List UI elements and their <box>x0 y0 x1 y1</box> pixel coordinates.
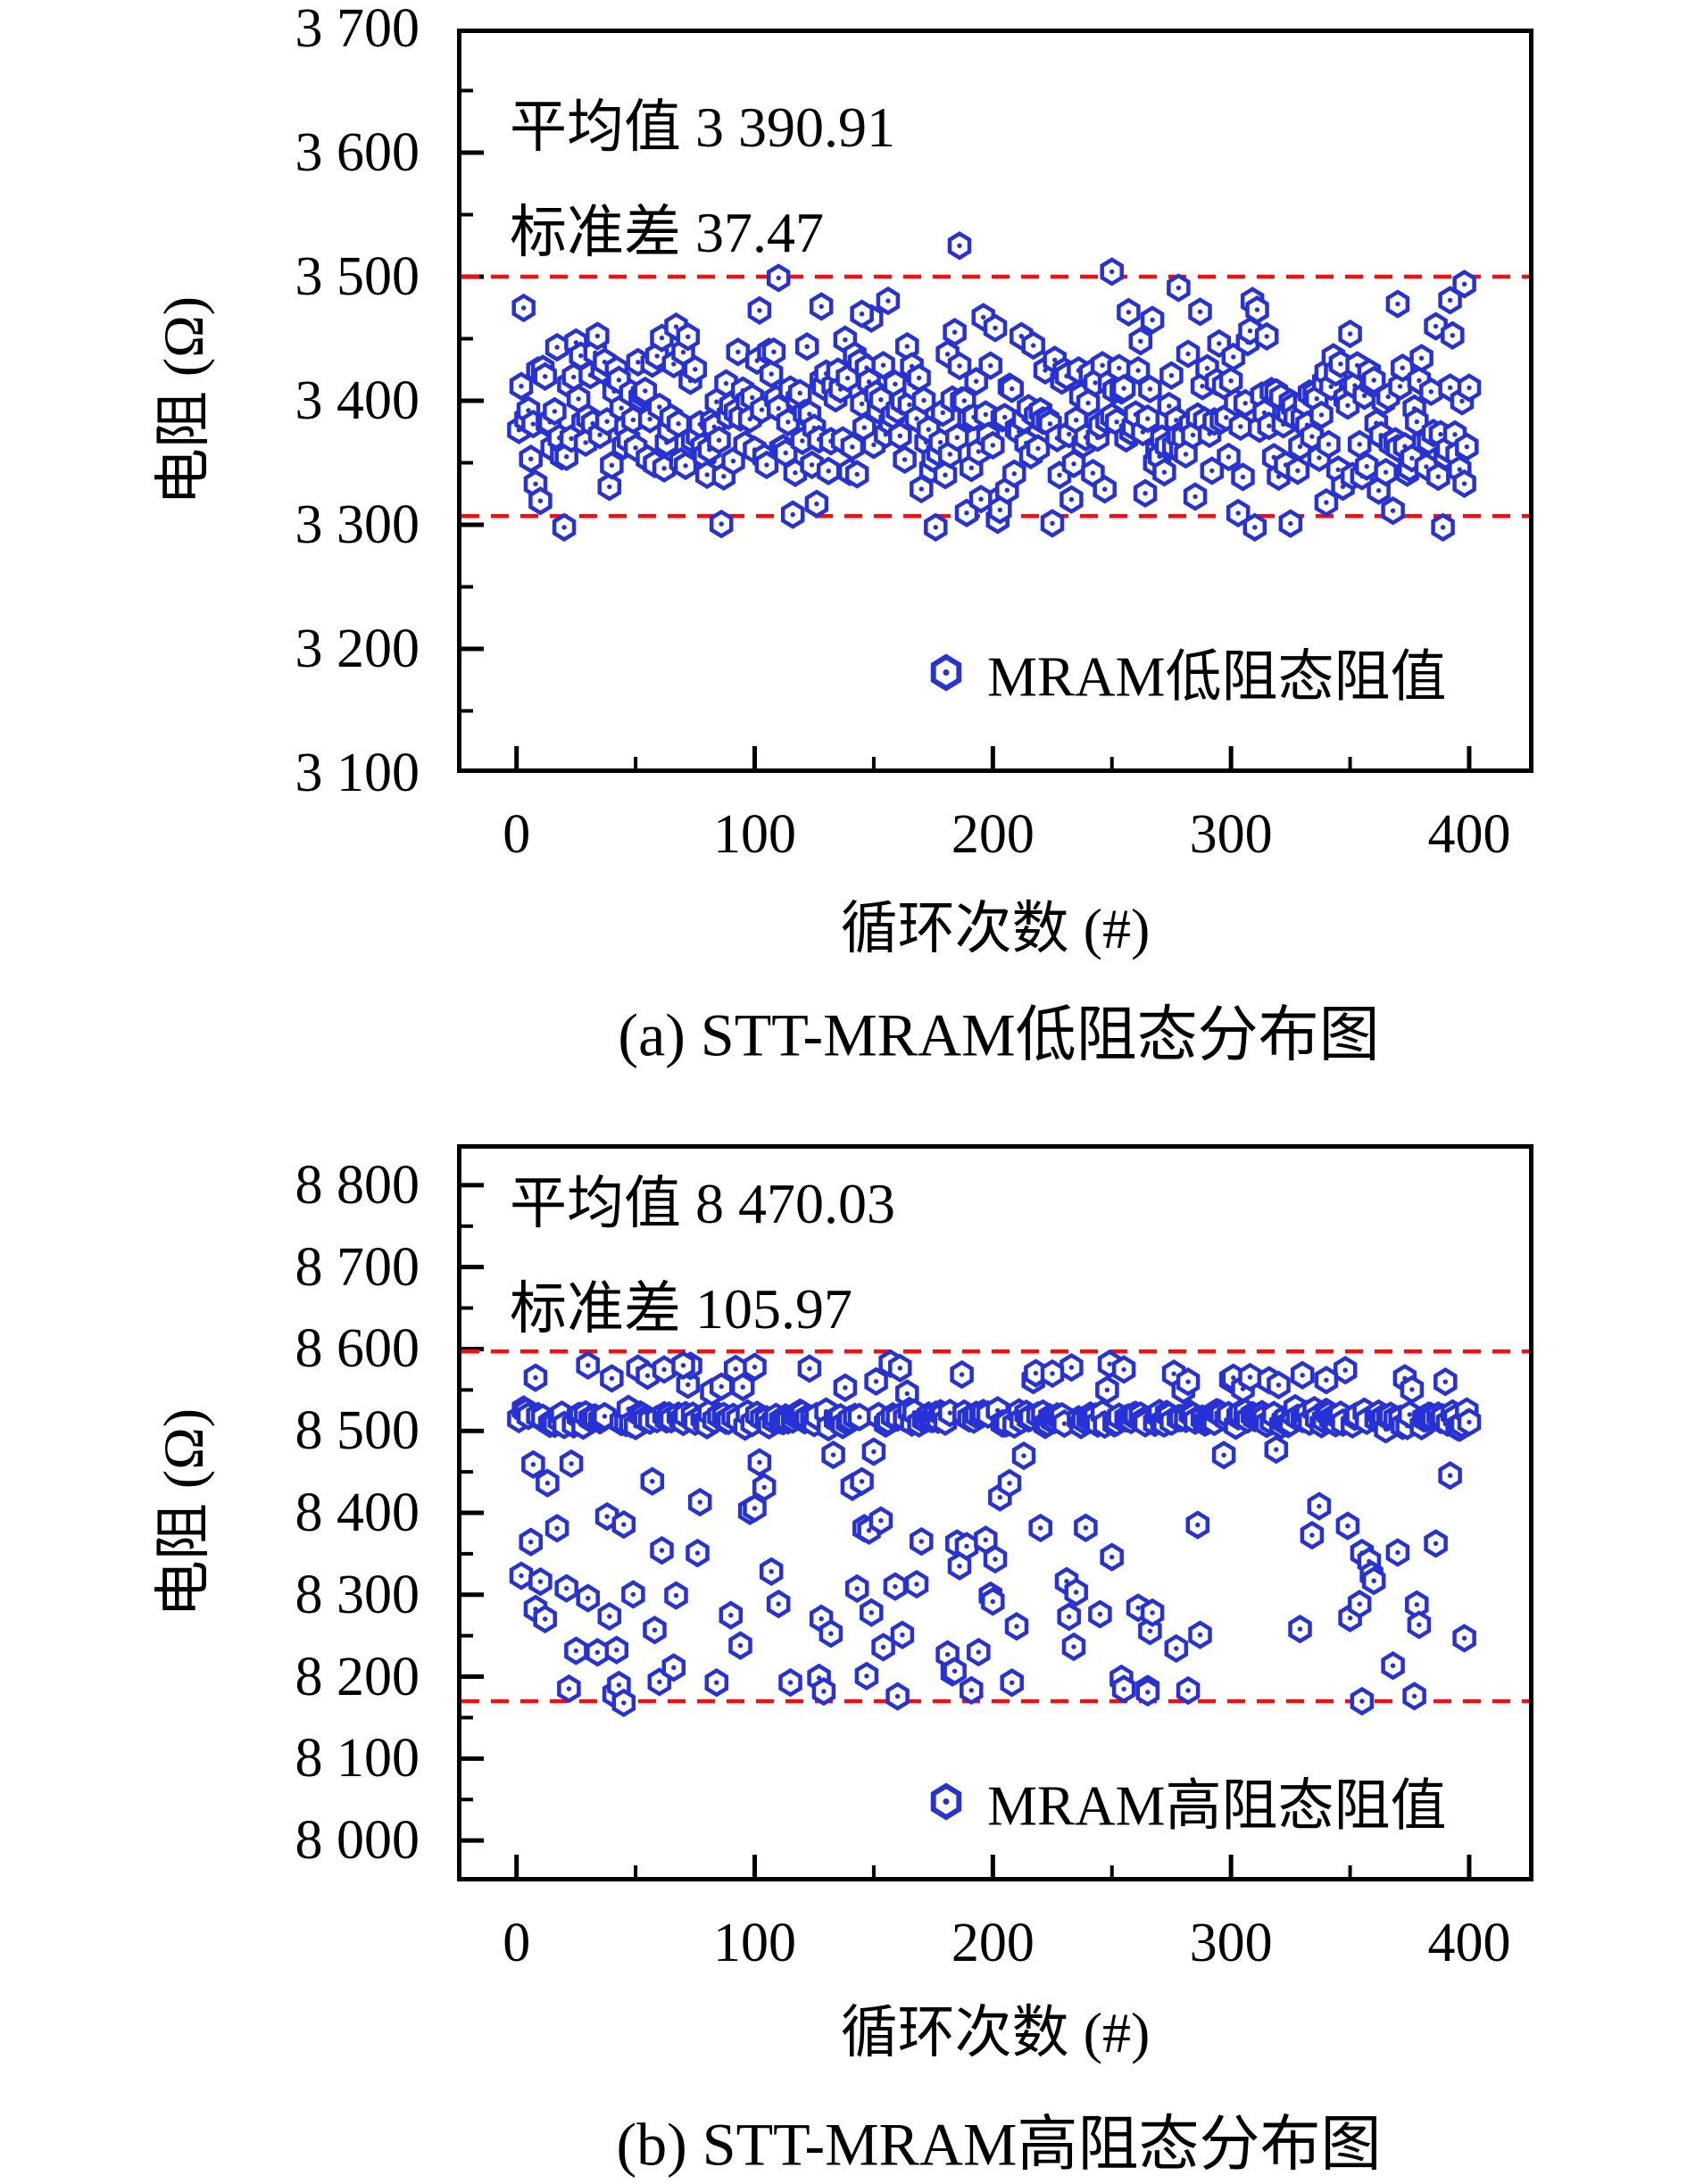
x-tick-label: 400 <box>1427 1913 1511 1973</box>
x-tick-label: 400 <box>1427 804 1511 865</box>
y-tick-label: 3 300 <box>295 494 420 555</box>
x-tick-label: 0 <box>503 1913 531 1973</box>
y-tick-label: 8 500 <box>295 1400 420 1462</box>
y-tick-label: 3 500 <box>295 246 420 307</box>
std-value-text: 标准差 105.97 <box>510 1277 852 1341</box>
y-tick-label: 8 800 <box>295 1154 420 1216</box>
y-tick-label: 8 400 <box>295 1482 420 1543</box>
x-tick-label: 200 <box>951 1913 1035 1973</box>
y-tick-label: 3 200 <box>295 619 420 679</box>
hexagon-marker-icon <box>928 1780 964 1823</box>
subfigure-caption: (b) STT-MRAM高阻态分布图 <box>616 2110 1382 2179</box>
x-tick-label: 200 <box>951 804 1035 865</box>
y-tick-label: 3 700 <box>295 0 420 59</box>
legend-label: MRAM低阻态阻值 <box>987 645 1447 709</box>
legend: MRAM高阻态阻值 <box>928 1761 1447 1842</box>
x-tick-label: 100 <box>713 804 797 865</box>
y-tick-label: 3 100 <box>295 743 420 803</box>
y-tick-label: 8 100 <box>295 1728 420 1790</box>
x-tick-label: 300 <box>1189 1913 1273 1973</box>
x-tick-label: 100 <box>713 1913 797 1973</box>
subfigure-caption: (a) STT-MRAM低阻态分布图 <box>618 1001 1380 1069</box>
y-tick-label: 8 000 <box>295 1810 420 1872</box>
y-tick-label: 3 400 <box>295 370 420 431</box>
scatter-plot-area <box>457 1144 1533 1881</box>
mean-value-text: 平均值 8 470.03 <box>510 1172 895 1235</box>
x-tick-label: 300 <box>1189 804 1273 865</box>
x-axis-title: 循环次数 (#) <box>840 2001 1151 2064</box>
x-tick-label: 0 <box>503 804 531 865</box>
y-tick-label: 3 600 <box>295 122 420 183</box>
x-axis-title: 循环次数 (#) <box>840 897 1151 960</box>
mean-value-text: 平均值 3 390.91 <box>510 95 895 159</box>
y-tick-label: 8 200 <box>295 1646 420 1707</box>
stats-annotation: 平均值 8 470.03 标准差 105.97 <box>510 1151 895 1362</box>
y-axis-title: 电阻 (Ω) <box>152 1408 215 1618</box>
y-tick-label: 8 300 <box>295 1564 420 1625</box>
y-tick-label: 8 700 <box>295 1236 420 1298</box>
scatter-plot-area <box>457 29 1533 773</box>
y-tick-label: 8 600 <box>295 1318 420 1380</box>
stats-annotation: 平均值 3 390.91 标准差 37.47 <box>510 75 895 286</box>
legend: MRAM低阻态阻值 <box>928 632 1447 713</box>
legend-label: MRAM高阻态阻值 <box>987 1774 1447 1838</box>
std-value-text: 标准差 37.47 <box>510 201 824 264</box>
